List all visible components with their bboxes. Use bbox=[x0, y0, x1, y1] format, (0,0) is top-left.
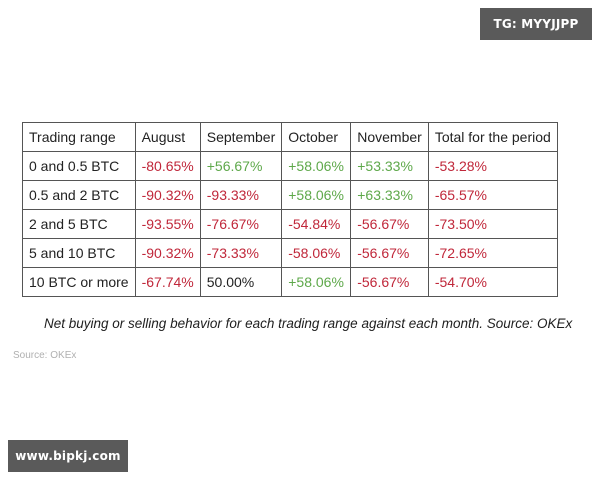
website-watermark-text: www.bipkj.com bbox=[15, 449, 121, 463]
telegram-watermark: TG: MYYJJPP bbox=[480, 8, 592, 40]
cell-october: +58.06% bbox=[281, 180, 352, 210]
header-trading-range: Trading range bbox=[22, 122, 136, 152]
table-header-row: Trading range August September October N… bbox=[22, 122, 558, 152]
trading-range-table: Trading range August September October N… bbox=[22, 122, 558, 297]
table-caption: Net buying or selling behavior for each … bbox=[44, 316, 573, 331]
cell-total: -65.57% bbox=[427, 180, 558, 210]
cell-total: -54.70% bbox=[427, 267, 558, 297]
cell-october: +58.06% bbox=[281, 267, 352, 297]
table-row: 5 and 10 BTC -90.32% -73.33% -58.06% -56… bbox=[22, 238, 558, 268]
cell-total: -72.65% bbox=[427, 238, 558, 268]
header-september: September bbox=[199, 122, 283, 152]
header-november: November bbox=[350, 122, 429, 152]
source-note: Source: OKEx bbox=[13, 350, 77, 361]
header-october: October bbox=[281, 122, 352, 152]
cell-september: 50.00% bbox=[199, 267, 283, 297]
row-label: 2 and 5 BTC bbox=[22, 209, 136, 239]
cell-august: -90.32% bbox=[134, 180, 201, 210]
cell-august: -90.32% bbox=[134, 238, 201, 268]
cell-total: -73.50% bbox=[427, 209, 558, 239]
cell-september: +56.67% bbox=[199, 151, 283, 181]
cell-august: -93.55% bbox=[134, 209, 201, 239]
row-label: 0 and 0.5 BTC bbox=[22, 151, 136, 181]
cell-november: -56.67% bbox=[350, 238, 429, 268]
cell-november: +63.33% bbox=[350, 180, 429, 210]
cell-november: -56.67% bbox=[350, 209, 429, 239]
header-total: Total for the period bbox=[427, 122, 558, 152]
trading-range-table-container: Trading range August September October N… bbox=[22, 122, 558, 297]
cell-august: -80.65% bbox=[134, 151, 201, 181]
table-row: 0 and 0.5 BTC -80.65% +56.67% +58.06% +5… bbox=[22, 151, 558, 181]
table-row: 0.5 and 2 BTC -90.32% -93.33% +58.06% +6… bbox=[22, 180, 558, 210]
cell-october: +58.06% bbox=[281, 151, 352, 181]
cell-total: -53.28% bbox=[427, 151, 558, 181]
table-row: 10 BTC or more -67.74% 50.00% +58.06% -5… bbox=[22, 267, 558, 297]
telegram-watermark-text: TG: MYYJJPP bbox=[493, 17, 579, 31]
cell-september: -93.33% bbox=[199, 180, 283, 210]
cell-november: +53.33% bbox=[350, 151, 429, 181]
header-august: August bbox=[134, 122, 201, 152]
website-watermark: www.bipkj.com bbox=[8, 440, 128, 472]
table-row: 2 and 5 BTC -93.55% -76.67% -54.84% -56.… bbox=[22, 209, 558, 239]
row-label: 5 and 10 BTC bbox=[22, 238, 136, 268]
cell-august: -67.74% bbox=[134, 267, 201, 297]
cell-september: -76.67% bbox=[199, 209, 283, 239]
cell-october: -58.06% bbox=[281, 238, 352, 268]
cell-october: -54.84% bbox=[281, 209, 352, 239]
row-label: 0.5 and 2 BTC bbox=[22, 180, 136, 210]
row-label: 10 BTC or more bbox=[22, 267, 136, 297]
cell-november: -56.67% bbox=[350, 267, 429, 297]
cell-september: -73.33% bbox=[199, 238, 283, 268]
